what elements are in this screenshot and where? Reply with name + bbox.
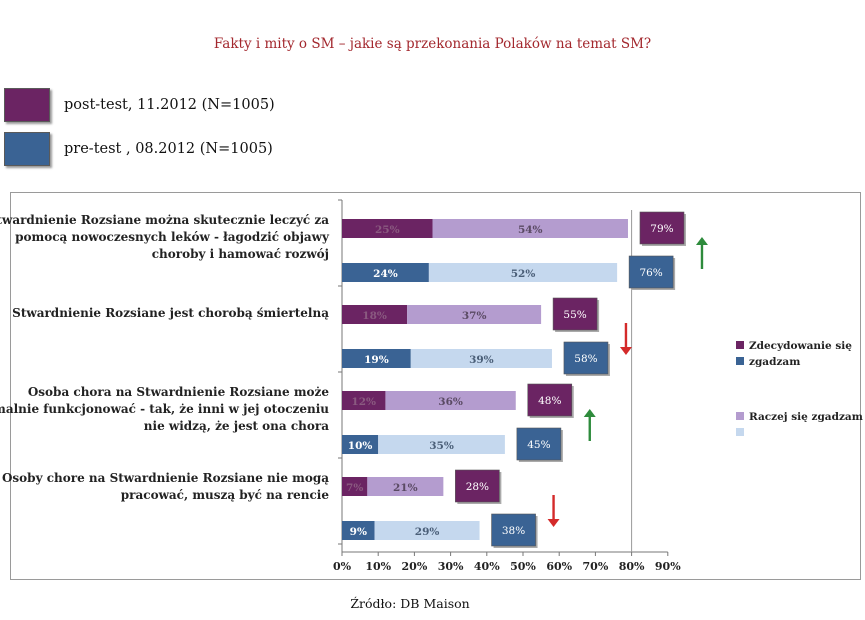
x-tick-label-2: 20% bbox=[402, 560, 428, 573]
total-box-pre-test-3 bbox=[491, 513, 536, 547]
bar-post-test-strong-2 bbox=[342, 391, 386, 410]
bar-post-test-strong-3 bbox=[342, 477, 368, 496]
total-box-post-test-1 bbox=[552, 297, 598, 331]
bar-pre-test-strong-2 bbox=[342, 435, 379, 454]
trend-arrow-up-icon-2 bbox=[583, 409, 596, 417]
total-box-pre-test-1 bbox=[563, 341, 609, 375]
category-label-2-line-1: normalnie funkcjonować - tak, że inni w … bbox=[0, 402, 329, 416]
bar-pre-test-strong-1 bbox=[342, 349, 411, 368]
bar-pre-test-rather-0 bbox=[428, 263, 618, 282]
category-label-0-line-0: Stwardnienie Rozsiane można skutecznie l… bbox=[0, 213, 329, 227]
bar-label-pre-test-strong-1: 19% bbox=[364, 354, 389, 366]
bar-label-pre-test-strong-0: 24% bbox=[373, 268, 398, 280]
category-label-3-line-0: Osoby chore na Stwardnienie Rozsiane nie… bbox=[2, 471, 329, 485]
legend-swatch-3 bbox=[736, 428, 744, 436]
bar-label-post-test-strong-1: 18% bbox=[362, 310, 387, 322]
total-label-post-test-0: 79% bbox=[650, 223, 673, 235]
total-label-pre-test-2: 45% bbox=[527, 439, 550, 451]
trend-arrow-down-icon-3 bbox=[547, 519, 560, 527]
source-note: Źródło: DB Maison bbox=[350, 596, 470, 611]
total-box-pre-test-0 bbox=[628, 255, 674, 289]
trend-arrow-down-icon-1 bbox=[619, 347, 632, 355]
total-label-pre-test-3: 38% bbox=[502, 525, 525, 537]
bar-post-test-strong-1 bbox=[342, 305, 408, 324]
total-label-post-test-1: 55% bbox=[563, 309, 586, 321]
total-box-post-test-0 bbox=[639, 211, 685, 245]
total-label-post-test-2: 48% bbox=[538, 395, 561, 407]
category-label-2-line-0: Osoba chora na Stwardnienie Rozsiane moż… bbox=[28, 385, 330, 399]
bar-label-pre-test-rather-3: 29% bbox=[415, 526, 440, 538]
total-label-post-test-3: 28% bbox=[466, 481, 489, 493]
bar-post-test-rather-1 bbox=[407, 305, 542, 324]
total-box-post-test-2 bbox=[527, 383, 573, 417]
bar-label-pre-test-strong-3: 9% bbox=[350, 526, 367, 538]
legend-swatch-1 bbox=[736, 357, 744, 365]
bar-label-pre-test-rather-0: 52% bbox=[511, 268, 536, 280]
bar-label-post-test-strong-3: 7% bbox=[346, 482, 363, 494]
x-tick-label-6: 60% bbox=[546, 560, 572, 573]
category-label-0-line-1: pomocą nowoczesnych leków - łagodzić obj… bbox=[15, 230, 330, 244]
legend-swatch-post-test bbox=[4, 88, 50, 122]
trend-arrow-up-icon-0 bbox=[695, 237, 708, 245]
x-tick-label-0: 0% bbox=[333, 560, 352, 573]
bar-post-test-rather-0 bbox=[432, 219, 628, 238]
category-label-1-line-0: Stwardnienie Rozsiane jest chorobą śmier… bbox=[12, 306, 329, 320]
legend-label-post-test: post-test, 11.2012 (N=1005) bbox=[64, 97, 275, 113]
legend-label-2: Raczej się zgadzam bbox=[749, 411, 863, 423]
x-tick-label-9: 90% bbox=[655, 560, 681, 573]
bar-post-test-strong-0 bbox=[342, 219, 433, 238]
legend-item-post-test: post-test, 11.2012 (N=1005) bbox=[4, 85, 275, 125]
category-label-3-line-1: pracować, muszą być na rencie bbox=[121, 488, 330, 502]
bar-pre-test-rather-1 bbox=[410, 349, 552, 368]
x-tick-label-5: 50% bbox=[510, 560, 536, 573]
bar-label-pre-test-rather-1: 39% bbox=[469, 354, 494, 366]
legend-item-pre-test: pre-test , 08.2012 (N=1005) bbox=[4, 129, 275, 169]
legend-label-1: zgadzam bbox=[749, 356, 800, 368]
chart-title: Fakty i mity o SM – jakie są przekonania… bbox=[213, 36, 652, 52]
bar-label-post-test-strong-0: 25% bbox=[375, 224, 400, 236]
legend-label-pre-test: pre-test , 08.2012 (N=1005) bbox=[64, 141, 273, 157]
bar-label-post-test-rather-1: 37% bbox=[462, 310, 487, 322]
category-label-2-line-2: nie widzą, że jest ona chora bbox=[144, 419, 329, 433]
bar-label-post-test-rather-3: 21% bbox=[393, 482, 418, 494]
x-tick-label-7: 70% bbox=[583, 560, 609, 573]
bar-post-test-rather-2 bbox=[385, 391, 516, 410]
total-box-pre-test-2 bbox=[516, 427, 562, 461]
chart-frame bbox=[10, 192, 861, 580]
bar-pre-test-rather-2 bbox=[378, 435, 505, 454]
category-label-0-line-2: choroby i hamować rozwój bbox=[152, 247, 329, 261]
x-tick-label-8: 80% bbox=[619, 560, 645, 573]
bar-pre-test-rather-3 bbox=[374, 521, 480, 540]
total-box-post-test-3 bbox=[455, 469, 500, 503]
bar-label-pre-test-rather-2: 35% bbox=[429, 440, 454, 452]
bar-label-pre-test-strong-2: 10% bbox=[348, 440, 373, 452]
bar-post-test-rather-3 bbox=[367, 477, 444, 496]
series-legend: post-test, 11.2012 (N=1005) pre-test , 0… bbox=[4, 85, 275, 173]
x-tick-label-3: 30% bbox=[438, 560, 464, 573]
bar-label-post-test-strong-2: 12% bbox=[351, 396, 376, 408]
bar-pre-test-strong-0 bbox=[342, 263, 429, 282]
total-label-pre-test-0: 76% bbox=[639, 267, 662, 279]
legend-swatch-2 bbox=[736, 412, 744, 420]
legend-swatch-pre-test bbox=[4, 132, 50, 166]
bar-pre-test-strong-3 bbox=[342, 521, 375, 540]
bar-label-post-test-rather-0: 54% bbox=[518, 224, 543, 236]
total-label-pre-test-1: 58% bbox=[574, 353, 597, 365]
x-tick-label-4: 40% bbox=[474, 560, 500, 573]
legend-label-0: Zdecydowanie się bbox=[749, 340, 852, 352]
legend-swatch-0 bbox=[736, 341, 744, 349]
bar-label-post-test-rather-2: 36% bbox=[438, 396, 463, 408]
x-tick-label-1: 10% bbox=[365, 560, 391, 573]
